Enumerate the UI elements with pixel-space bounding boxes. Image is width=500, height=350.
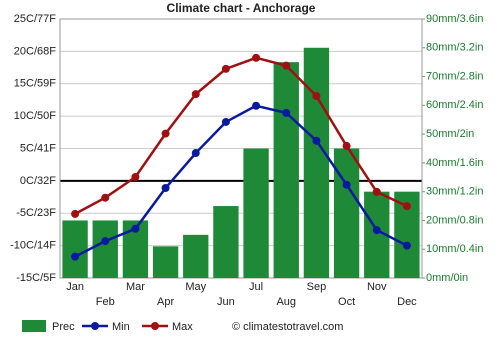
y-tick-label: 25C/77F [14, 13, 56, 25]
point [191, 149, 200, 158]
y-tick-label: 0C/32F [20, 175, 56, 187]
y2-tick-label: 50mm/2in [426, 128, 474, 140]
y2-tick-label: 70mm/2.8in [426, 70, 483, 82]
bar [273, 62, 299, 278]
point [131, 224, 140, 233]
x-tick-label: Feb [96, 296, 115, 308]
y2-tick-label: 40mm/1.6in [426, 157, 483, 169]
point [402, 241, 411, 250]
y-tick-label: -5C/23F [16, 207, 56, 219]
point [191, 90, 200, 99]
point [161, 129, 170, 138]
x-tick-label: Oct [338, 296, 355, 308]
x-tick-label: Jan [66, 281, 84, 293]
point [221, 64, 230, 73]
point [402, 202, 411, 211]
point [372, 187, 381, 196]
legend-swatch [91, 322, 99, 330]
y2-tick-label: 20mm/0.8in [426, 214, 483, 226]
x-tick-label: May [185, 281, 206, 293]
point [71, 252, 80, 261]
x-tick-label: Nov [367, 281, 387, 293]
x-tick-label: Mar [126, 281, 145, 293]
point [71, 209, 80, 218]
point [101, 237, 110, 246]
y2-tick-label: 0mm/0in [426, 272, 468, 284]
legend-label: Max [172, 321, 193, 333]
y2-tick-label: 10mm/0.4in [426, 243, 483, 255]
point [101, 193, 110, 202]
bar [243, 148, 269, 278]
y-tick-label: -15C/5F [16, 272, 56, 284]
bar [303, 47, 330, 279]
y2-tick-label: 80mm/3.2in [426, 42, 483, 54]
bar [62, 220, 88, 278]
y2-tick-label: 90mm/3.6in [426, 13, 483, 25]
legend-label: Prec [52, 321, 75, 333]
y-tick-label: 5C/41F [20, 142, 56, 154]
point [252, 53, 261, 62]
legend-swatch [151, 322, 159, 330]
x-tick-label: Aug [276, 296, 296, 308]
y-tick-label: 20C/68F [14, 45, 56, 57]
bar [333, 148, 360, 278]
point [342, 141, 351, 150]
x-tick-label: Dec [397, 296, 417, 308]
bar [183, 234, 209, 278]
x-tick-label: Jul [249, 281, 263, 293]
point [312, 92, 321, 101]
bar [92, 220, 118, 278]
point [312, 136, 321, 145]
bar [213, 206, 239, 278]
point [221, 117, 230, 126]
point [372, 226, 381, 235]
y2-tick-label: 60mm/2.4in [426, 99, 483, 111]
legend-swatch [22, 320, 46, 332]
point [282, 61, 291, 70]
plot-frame [59, 18, 423, 279]
point [342, 180, 351, 189]
legend-label: Min [112, 321, 130, 333]
source: © climatestotravel.com [232, 321, 343, 333]
y2-tick-label: 30mm/1.2in [426, 186, 483, 198]
y-tick-label: 10C/50F [14, 110, 56, 122]
point [131, 172, 140, 181]
x-tick-label: Apr [157, 296, 174, 308]
line [74, 56, 408, 215]
point [161, 183, 170, 192]
point [282, 108, 291, 117]
point [252, 101, 261, 110]
chart-title: Climate chart - Anchorage [167, 1, 316, 15]
y-tick-label: -10C/14F [10, 240, 56, 252]
bar [152, 246, 179, 278]
line [74, 104, 408, 258]
y-tick-label: 15C/59F [14, 78, 56, 90]
x-tick-label: Sep [307, 281, 327, 293]
x-tick-label: Jun [217, 296, 235, 308]
